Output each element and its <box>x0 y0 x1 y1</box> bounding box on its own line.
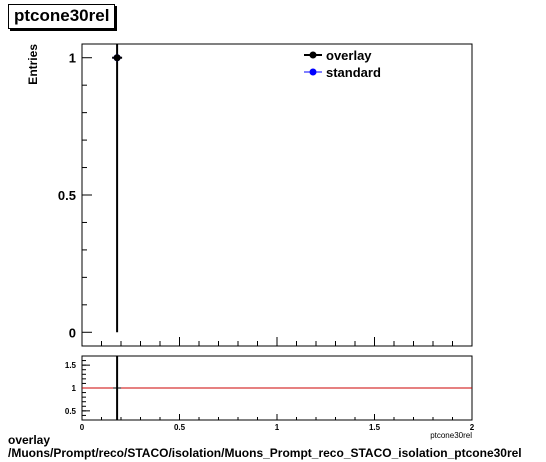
main-x-ticks <box>81 337 473 346</box>
main-y-ticks: 00.51 <box>58 51 92 340</box>
legend-standard-label: standard <box>326 65 381 80</box>
footer-line-1: overlay <box>8 433 51 447</box>
main-plot-frame <box>81 43 473 347</box>
main-y-tick-label: 0.5 <box>58 188 76 203</box>
ratio-x-tick-label: 1.5 <box>369 423 381 432</box>
ratio-x-ticks: 0 0.5 1 1.5 2 <box>80 414 475 432</box>
chart-title: ptcone30rel <box>8 4 116 29</box>
footer-line-2: /Muons/Prompt/reco/STACO/isolation/Muons… <box>8 446 522 460</box>
legend-standard-marker <box>309 68 317 76</box>
main-data-marks <box>112 44 123 333</box>
ratio-y-tick-label: 1 <box>72 384 77 393</box>
legend-overlay-label: overlay <box>326 48 372 63</box>
main-y-tick-label: 0 <box>69 325 76 340</box>
ratio-y-tick-label: 1.5 <box>65 361 77 370</box>
ratio-x-tick-label: 1 <box>275 423 280 432</box>
main-y-axis-label: Entries <box>26 44 40 85</box>
ratio-x-tick-label: 2 <box>470 423 475 432</box>
ratio-data-marks <box>82 356 472 420</box>
ratio-y-tick-label: 0.5 <box>65 407 77 416</box>
ratio-x-tick-label: 0.5 <box>174 423 186 432</box>
ratio-x-axis-label: ptcone30rel <box>430 431 472 440</box>
legend: overlay standard <box>304 48 381 80</box>
legend-overlay-marker <box>309 51 317 59</box>
main-y-tick-label: 1 <box>69 51 76 66</box>
overlay-point <box>113 54 121 62</box>
ratio-x-tick-label: 0 <box>80 423 85 432</box>
